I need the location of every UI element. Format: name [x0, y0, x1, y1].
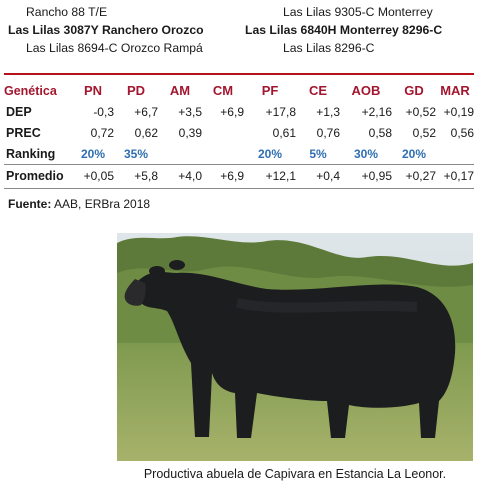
ranking-cell: 20% [80, 146, 106, 161]
table-cell: +0,4 [316, 168, 340, 183]
table-cell: +17,8 [265, 104, 296, 119]
table-cell: +0,19 [443, 104, 474, 119]
table-cell: 0,72 [90, 125, 114, 140]
pedigree-dam: Las Lilas 6840H Monterrey 8296-C [245, 23, 443, 37]
column-header: AOB [351, 83, 381, 98]
ranking-cell [202, 143, 244, 164]
table-top-rule [4, 73, 474, 75]
table-cell: +6,9 [220, 168, 244, 183]
genetics-table: Genética PN PD AM CM PF CE AOB GD MAR DE… [4, 80, 474, 187]
table-cell: +0,95 [361, 168, 392, 183]
column-header: AM [169, 83, 191, 98]
genetics-header: Genética [4, 83, 57, 98]
table-cell: 0,62 [134, 125, 158, 140]
pedigree-dam-sire: Las Lilas 9305-C Monterrey [283, 5, 433, 19]
table-header-row: Genética PN PD AM CM PF CE AOB GD MAR [4, 80, 474, 101]
column-header: GD [404, 83, 424, 98]
cow-photo [117, 233, 473, 461]
table-cell: -0,3 [93, 104, 114, 119]
ranking-cell: 5% [309, 146, 327, 161]
table-row-prec: PREC 0,72 0,62 0,39 0,61 0,76 0,58 0,52 … [4, 122, 474, 143]
table-row-promedio: Promedio +0,05 +5,8 +4,0 +6,9 +12,1 +0,4… [4, 164, 474, 187]
column-header: PN [83, 83, 103, 98]
source-note: Fuente: AAB, ERBra 2018 [8, 197, 150, 211]
ranking-cell: 20% [401, 146, 427, 161]
table-cell: +5,8 [134, 168, 158, 183]
ranking-cell [436, 143, 474, 164]
column-header: PF [261, 83, 279, 98]
table-cell: +0,27 [405, 168, 436, 183]
column-header: CM [212, 83, 234, 98]
pedigree-sire: Las Lilas 3087Y Ranchero Orozco [8, 23, 204, 37]
table-row-dep: DEP -0,3 +6,7 +3,5 +6,9 +17,8 +1,3 +2,16… [4, 101, 474, 122]
table-cell [202, 122, 244, 143]
table-row-ranking: Ranking 20% 35% 20% 5% 30% 20% [4, 143, 474, 164]
column-header: CE [308, 83, 328, 98]
table-cell: +0,17 [443, 168, 474, 183]
photo-caption: Productiva abuela de Capivara en Estanci… [143, 467, 447, 481]
ranking-cell [158, 143, 202, 164]
column-header: PD [126, 83, 146, 98]
table-cell: 0,76 [316, 125, 340, 140]
row-label: Promedio [6, 168, 64, 183]
pedigree-sire-sire: Rancho 88 T/E [26, 5, 108, 19]
table-cell: 0,61 [272, 125, 296, 140]
table-cell: 0,39 [178, 125, 202, 140]
table-bottom-rule [4, 188, 474, 189]
source-text: AAB, ERBra 2018 [51, 197, 151, 211]
table-cell: 0,58 [368, 125, 392, 140]
row-label: Ranking [6, 146, 56, 161]
pedigree-dam-dam: Las Lilas 8296-C [283, 41, 375, 55]
ranking-cell: 20% [257, 146, 283, 161]
table-cell: +0,05 [83, 168, 114, 183]
table-cell: 0,52 [412, 125, 436, 140]
ranking-cell: 35% [123, 146, 149, 161]
pedigree: Rancho 88 T/E Las Lilas 3087Y Ranchero O… [0, 0, 481, 62]
row-label: PREC [6, 125, 41, 140]
table-cell: +6,9 [220, 104, 244, 119]
table-cell: +12,1 [265, 168, 296, 183]
promedio-top-rule [4, 164, 474, 165]
table-cell: +3,5 [178, 104, 202, 119]
table-cell: +1,3 [316, 104, 340, 119]
column-header: MAR [440, 83, 470, 98]
table-cell: +6,7 [134, 104, 158, 119]
row-label: DEP [6, 104, 32, 119]
table-cell: 0,56 [450, 125, 474, 140]
source-label: Fuente: [8, 197, 52, 211]
table-cell: +2,16 [361, 104, 392, 119]
table-cell: +4,0 [178, 168, 202, 183]
pedigree-sire-dam: Las Lilas 8694-C Orozco Rampá [26, 41, 203, 55]
ranking-cell: 30% [353, 146, 379, 161]
table-cell: +0,52 [405, 104, 436, 119]
